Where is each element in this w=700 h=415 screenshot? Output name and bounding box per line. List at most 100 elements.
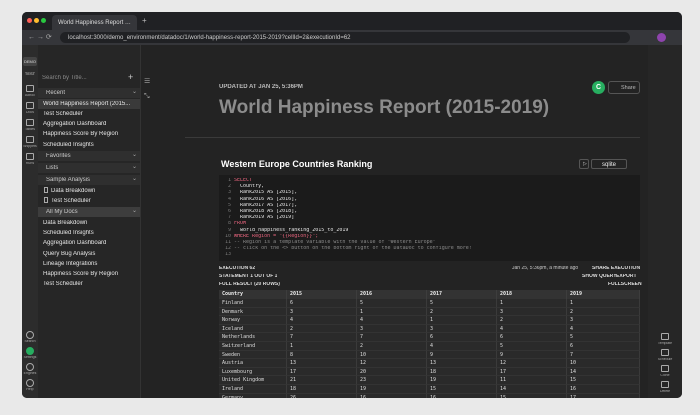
rail-label[interactable]: Delete bbox=[659, 390, 671, 393]
icon[interactable]: ⤡ bbox=[144, 93, 150, 100]
table-cell: 8 bbox=[287, 350, 357, 360]
doc-item[interactable]: Data Breakdown bbox=[51, 187, 96, 194]
doc-item[interactable]: Scheduled Insights bbox=[43, 229, 94, 236]
rail-icon[interactable] bbox=[26, 331, 34, 339]
line-number: 3 bbox=[227, 190, 231, 196]
close-dot[interactable] bbox=[27, 18, 32, 23]
doc-item[interactable]: Happiness Score By Region bbox=[43, 131, 119, 138]
workspace[interactable]: DEMO bbox=[23, 57, 37, 66]
rail-label[interactable]: Help bbox=[26, 388, 34, 391]
nav-buttons[interactable]: ← → ⟳ bbox=[28, 34, 52, 41]
column-header[interactable]: 2016 bbox=[357, 290, 427, 299]
table-cell: 1 bbox=[427, 316, 497, 325]
show-query[interactable]: SHOW QUERY bbox=[582, 274, 617, 279]
table-cell: 4 bbox=[357, 316, 427, 325]
table-cell: 17 bbox=[497, 367, 567, 377]
doc-item[interactable]: Query Bug Analysis bbox=[43, 250, 96, 257]
new-tab[interactable]: + bbox=[142, 17, 147, 25]
result-table: Country 2015 2016 2017 2018 2019 Finland 6 5 5 1 1 D… bbox=[219, 290, 640, 398]
table-cell: 5 bbox=[567, 333, 640, 342]
table-cell: 7 bbox=[567, 350, 640, 360]
code-line: Rank2015 AS [2015], bbox=[234, 190, 298, 196]
rail-label[interactable]: Snippets bbox=[23, 145, 37, 148]
rail-icon[interactable] bbox=[26, 119, 34, 126]
table-cell: 3 bbox=[287, 307, 357, 317]
doc-item[interactable]: Happiness Score By Region bbox=[43, 271, 119, 278]
rail-label[interactable]: Engines bbox=[23, 372, 37, 375]
url-bar[interactable]: localhost:3000/demo_environment/datadoc/… bbox=[60, 32, 630, 43]
table-cell: 1 bbox=[357, 307, 427, 317]
statement[interactable]: STATEMENT 1 OUT OF 1 bbox=[219, 274, 278, 279]
tab[interactable]: World Happiness Report (2015-2019) bbox=[52, 15, 137, 30]
column-header[interactable]: Country bbox=[219, 290, 287, 299]
doc-item[interactable]: Scheduled Insights bbox=[43, 141, 94, 148]
rail-icon[interactable] bbox=[26, 136, 34, 143]
chevron[interactable]: ⌄ bbox=[132, 164, 138, 170]
rail-label[interactable]: Schedule bbox=[657, 358, 673, 361]
fullscreen[interactable]: FULLSCREEN bbox=[608, 282, 642, 287]
section-title[interactable]: Sample Analysis bbox=[46, 177, 91, 183]
rail-icon[interactable] bbox=[26, 347, 34, 355]
section-title[interactable]: All My Docs bbox=[46, 209, 78, 216]
rail-label[interactable]: Runs bbox=[25, 162, 35, 165]
section-title[interactable]: Favorites bbox=[46, 153, 71, 159]
table-cell: 2 bbox=[287, 324, 357, 334]
table-cell: 14 bbox=[567, 367, 640, 377]
section-title[interactable]: Lists bbox=[46, 165, 59, 171]
doc-item[interactable]: Aggregation Dashboard bbox=[43, 121, 107, 128]
min-dot[interactable] bbox=[34, 18, 39, 23]
chevron[interactable]: ⌄ bbox=[132, 89, 138, 95]
doc-item[interactable]: Test Scheduler bbox=[43, 110, 83, 117]
search-input[interactable]: Search by Title... bbox=[42, 75, 87, 81]
share-button[interactable]: Share bbox=[608, 81, 640, 94]
chevron[interactable]: ⌄ bbox=[132, 208, 138, 215]
rail-icon[interactable] bbox=[661, 349, 669, 356]
table-cell: 3 bbox=[567, 316, 640, 325]
run-button[interactable]: ▷ bbox=[579, 159, 589, 169]
doc-item[interactable]: Data Breakdown bbox=[43, 219, 88, 226]
rail-icon[interactable] bbox=[26, 363, 34, 371]
workspace[interactable]: TEST bbox=[23, 69, 37, 78]
export[interactable]: EXPORT bbox=[616, 274, 637, 279]
rail-label[interactable]: Docs bbox=[26, 111, 34, 114]
doc-item[interactable]: World Happiness Report (2015... bbox=[43, 100, 131, 107]
table-cell: 14 bbox=[497, 385, 567, 394]
rail-label[interactable]: Clone bbox=[660, 374, 670, 377]
rail-icon[interactable] bbox=[26, 102, 34, 109]
max-dot[interactable] bbox=[41, 18, 46, 23]
column-header[interactable]: 2015 bbox=[287, 290, 357, 299]
execution[interactable]: EXECUTION 62 bbox=[219, 266, 256, 271]
avatar[interactable]: C bbox=[592, 81, 605, 94]
add-button[interactable]: + bbox=[128, 73, 134, 82]
share-execution[interactable]: SHARE EXECUTION bbox=[592, 266, 641, 271]
rail-icon[interactable] bbox=[661, 333, 669, 340]
rail-label[interactable]: Adhoc bbox=[25, 94, 35, 97]
rail-icon[interactable] bbox=[661, 381, 669, 388]
rail-label[interactable]: Tables bbox=[24, 128, 36, 131]
doc-item[interactable]: Lineage Integrations bbox=[43, 260, 98, 267]
doc-item[interactable]: Test Scheduler bbox=[51, 197, 91, 204]
table-cell: 17 bbox=[567, 393, 640, 398]
doc-item[interactable]: Test Scheduler bbox=[43, 281, 83, 288]
rail-icon[interactable] bbox=[661, 365, 669, 372]
icon[interactable]: ☰ bbox=[144, 78, 151, 85]
column-header[interactable]: 2019 bbox=[567, 290, 640, 299]
column-header[interactable]: 2018 bbox=[497, 290, 567, 299]
rail-icon[interactable] bbox=[26, 153, 34, 160]
right-rail: Template Schedule Clone Delete bbox=[648, 45, 682, 398]
table-cell: 3 bbox=[357, 324, 427, 334]
rail-label[interactable]: Settings bbox=[23, 356, 37, 359]
rail-icon[interactable] bbox=[26, 85, 34, 92]
line-number: 9 bbox=[227, 227, 231, 233]
chevron[interactable]: ⌄ bbox=[132, 176, 138, 182]
column-header[interactable]: 2017 bbox=[427, 290, 497, 299]
engine-select[interactable]: sqlite bbox=[591, 159, 627, 169]
rail-label[interactable]: Template bbox=[657, 342, 673, 345]
chevron[interactable]: ⌄ bbox=[132, 152, 138, 158]
section-title[interactable]: Recent bbox=[46, 90, 66, 96]
rail-icon[interactable] bbox=[26, 379, 34, 387]
profile[interactable] bbox=[657, 33, 666, 42]
doc-item[interactable]: Aggregation Dashboard bbox=[43, 240, 107, 247]
rail-label[interactable]: Search bbox=[24, 340, 36, 343]
table-cell: 12 bbox=[357, 359, 427, 368]
